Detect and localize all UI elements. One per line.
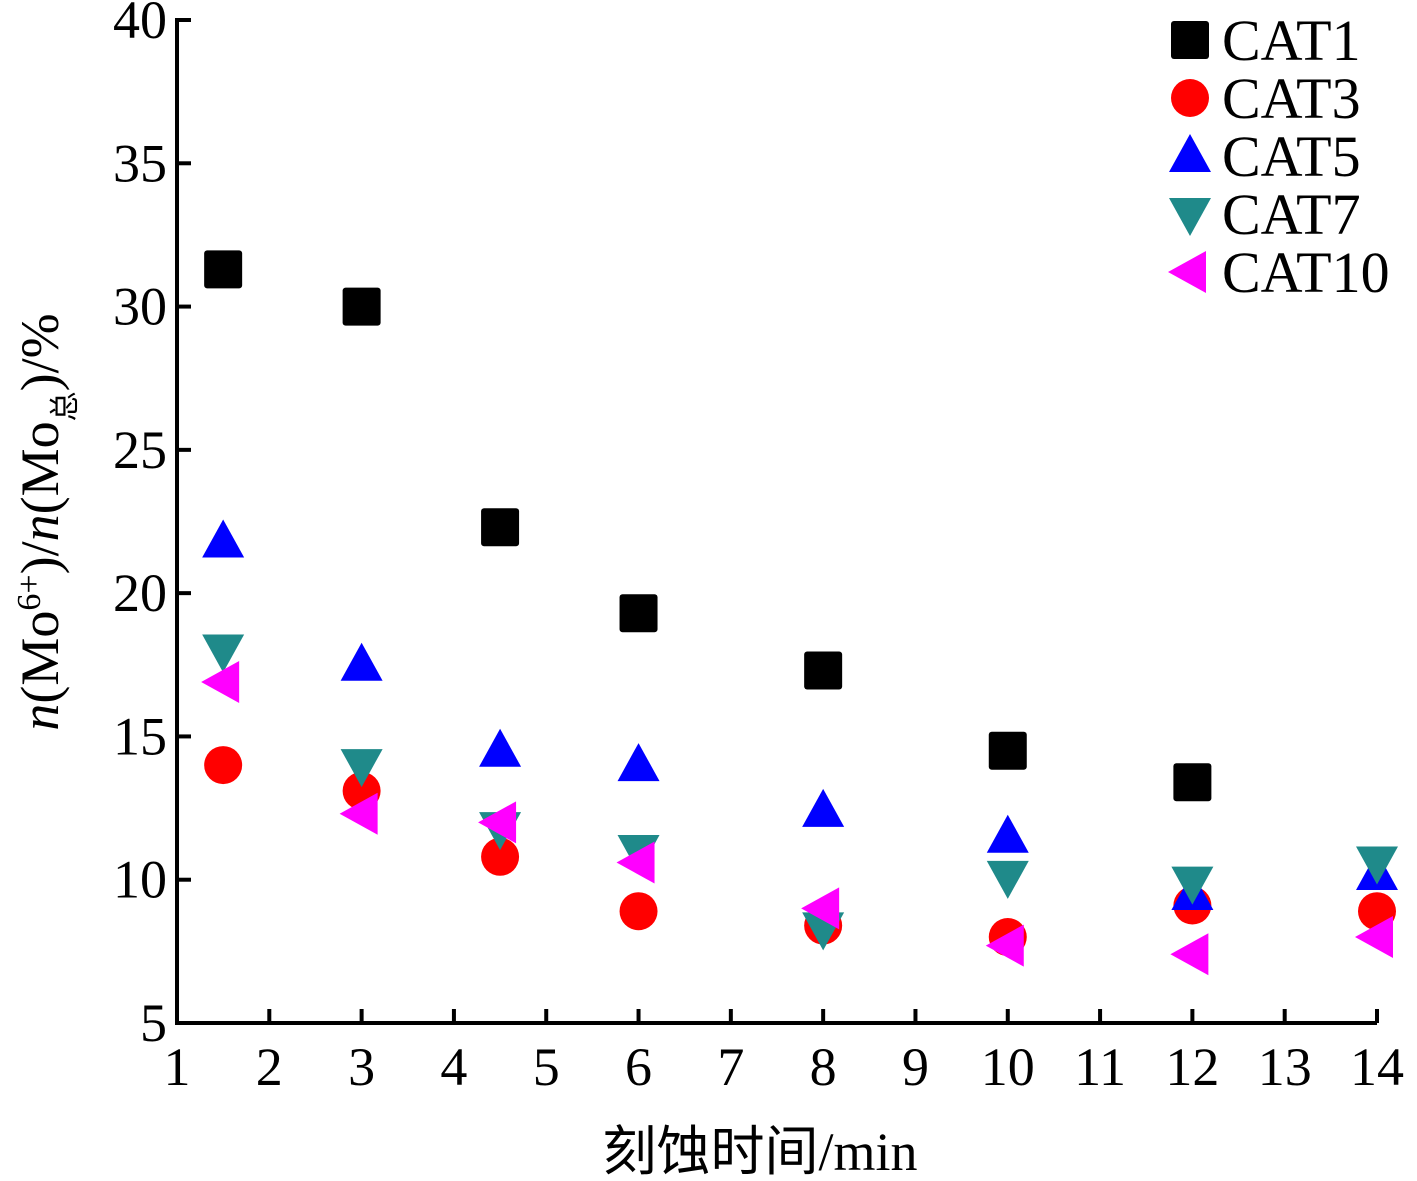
series-cat10: [201, 660, 1393, 976]
data-points: [201, 250, 1398, 976]
y-tick-label: 40: [113, 0, 167, 50]
data-point: [616, 841, 655, 884]
y-tick-label: 5: [140, 993, 167, 1053]
legend-label: CAT1: [1222, 8, 1361, 73]
x-tick-label: 4: [440, 1037, 467, 1097]
x-tick-label: 2: [256, 1037, 283, 1097]
y-axis-title: n(Mo6+)/n(Mo总)/%: [10, 313, 82, 730]
y-tick-label: 35: [113, 133, 167, 193]
data-point: [801, 887, 840, 930]
axes: [175, 18, 1377, 1025]
x-tick-label: 11: [1074, 1037, 1126, 1097]
data-point: [202, 519, 245, 558]
x-tick-label: 7: [717, 1037, 744, 1097]
x-tick-label: 8: [810, 1037, 837, 1097]
x-tick-label: 5: [533, 1037, 560, 1097]
data-point: [802, 788, 845, 827]
series-cat7: [202, 634, 1398, 951]
legend-label: CAT5: [1222, 124, 1361, 189]
data-point: [1356, 846, 1398, 885]
y-tick-label: 15: [113, 706, 167, 766]
data-point: [204, 746, 243, 785]
data-point: [619, 892, 658, 931]
series-cat3: [204, 746, 1396, 957]
data-point: [1170, 933, 1209, 976]
x-tick-label: 13: [1258, 1037, 1312, 1097]
data-point: [986, 814, 1029, 853]
data-point: [988, 731, 1027, 770]
data-point: [339, 792, 378, 835]
x-tick-label: 9: [902, 1037, 929, 1097]
legend-marker: [1169, 134, 1211, 172]
data-point: [202, 634, 245, 673]
data-point: [1171, 866, 1214, 905]
y-tick-label: 25: [113, 420, 167, 480]
legend-label: CAT7: [1222, 182, 1361, 247]
data-point: [1355, 916, 1393, 959]
x-tick-label: 10: [981, 1037, 1035, 1097]
data-point: [985, 924, 1024, 967]
data-point: [617, 743, 660, 782]
x-tick-label: 3: [348, 1037, 375, 1097]
data-point: [479, 728, 522, 767]
x-tick-label: 14: [1350, 1037, 1404, 1097]
data-point: [478, 801, 517, 844]
data-point: [204, 250, 243, 289]
data-point: [342, 287, 381, 326]
series-cat5: [202, 519, 1398, 911]
data-point: [619, 594, 658, 633]
data-point: [1173, 763, 1212, 802]
legend-label: CAT10: [1222, 240, 1390, 305]
legend-marker: [1168, 251, 1206, 293]
data-point: [481, 837, 520, 876]
data-point: [340, 749, 383, 788]
legend-marker: [1169, 198, 1211, 236]
data-point: [804, 651, 843, 690]
data-point: [986, 860, 1029, 899]
data-point: [201, 660, 240, 703]
x-tick-label: 6: [625, 1037, 652, 1097]
y-tick-label: 30: [113, 277, 167, 337]
y-tick-label: 10: [113, 850, 167, 910]
data-point: [481, 508, 520, 547]
legend-marker: [1171, 79, 1209, 117]
x-axis-title: 刻蚀时间/min: [602, 1122, 917, 1181]
legend-marker: [1171, 21, 1209, 59]
y-tick-label: 20: [113, 563, 167, 623]
series-cat1: [204, 250, 1212, 802]
x-tick-label: 12: [1165, 1037, 1219, 1097]
x-tick-label: 1: [164, 1037, 191, 1097]
data-point: [340, 642, 383, 681]
legend-label: CAT3: [1222, 66, 1361, 131]
